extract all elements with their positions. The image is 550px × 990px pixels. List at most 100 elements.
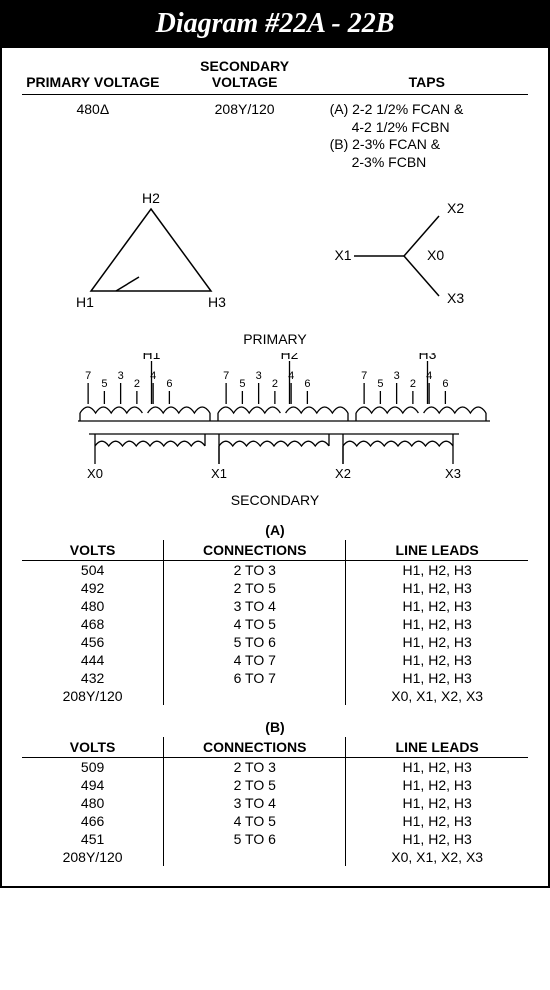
cell-l: X0, X1, X2, X3 bbox=[346, 687, 528, 705]
svg-text:X1: X1 bbox=[211, 466, 227, 481]
cell-v: 466 bbox=[22, 812, 164, 830]
label-h2: H2 bbox=[142, 190, 160, 206]
svg-text:X2: X2 bbox=[335, 466, 351, 481]
th-volts: VOLTS bbox=[22, 737, 164, 758]
cell-v: 208Y/120 bbox=[22, 687, 164, 705]
cell-v: 480 bbox=[22, 597, 164, 615]
svg-text:3: 3 bbox=[118, 370, 124, 382]
table-row: 4664 TO 5H1, H2, H3 bbox=[22, 812, 528, 830]
svg-text:5: 5 bbox=[239, 378, 245, 390]
cell-c: 3 TO 4 bbox=[164, 794, 346, 812]
table-b: VOLTS CONNECTIONS LINE LEADS 5092 TO 3H1… bbox=[22, 737, 528, 866]
table-row: 208Y/120 X0, X1, X2, X3 bbox=[22, 848, 528, 866]
cell-c: 5 TO 6 bbox=[164, 633, 346, 651]
cell-c bbox=[164, 848, 346, 866]
svg-text:3: 3 bbox=[394, 370, 400, 382]
cell-l: H1, H2, H3 bbox=[346, 651, 528, 669]
cell-l: H1, H2, H3 bbox=[346, 794, 528, 812]
cell-c: 4 TO 5 bbox=[164, 812, 346, 830]
connection-symbols: H2 H1 H3 X1 X2 X3 X0 bbox=[22, 191, 528, 321]
label-h3: H3 bbox=[208, 294, 226, 310]
label-h1: H1 bbox=[76, 294, 94, 310]
cell-c: 2 TO 3 bbox=[164, 561, 346, 580]
cell-l: H1, H2, H3 bbox=[346, 758, 528, 777]
cell-v: 208Y/120 bbox=[22, 848, 164, 866]
svg-text:7: 7 bbox=[85, 370, 91, 382]
label-x2: X2 bbox=[447, 200, 464, 216]
table-row: 5092 TO 3H1, H2, H3 bbox=[22, 758, 528, 777]
cell-c: 4 TO 7 bbox=[164, 651, 346, 669]
winding-diagram: PRIMARY H1753246H2753246H3753246 X0X1X2X… bbox=[22, 331, 528, 508]
label-primary: PRIMARY bbox=[22, 331, 528, 347]
taps-line: (A) 2-2 1/2% FCAN & bbox=[330, 101, 524, 119]
cell-v: 456 bbox=[22, 633, 164, 651]
table-a-title: (A) bbox=[22, 522, 528, 538]
cell-l: H1, H2, H3 bbox=[346, 669, 528, 687]
cell-v: 451 bbox=[22, 830, 164, 848]
hdr-secondary-voltage: SECONDARY VOLTAGE bbox=[164, 58, 326, 95]
svg-text:4: 4 bbox=[426, 370, 432, 382]
hdr-primary-voltage: PRIMARY VOLTAGE bbox=[22, 58, 164, 95]
cell-c: 2 TO 5 bbox=[164, 776, 346, 794]
cell-c: 3 TO 4 bbox=[164, 597, 346, 615]
hdr-taps: TAPS bbox=[326, 58, 528, 95]
table-row: 4565 TO 6H1, H2, H3 bbox=[22, 633, 528, 651]
val-secondary: 208Y/120 bbox=[164, 95, 326, 172]
cell-v: 480 bbox=[22, 794, 164, 812]
cell-l: H1, H2, H3 bbox=[346, 561, 528, 580]
cell-l: H1, H2, H3 bbox=[346, 597, 528, 615]
cell-v: 468 bbox=[22, 615, 164, 633]
th-line-leads: LINE LEADS bbox=[346, 540, 528, 561]
svg-text:X3: X3 bbox=[445, 466, 461, 481]
th-volts: VOLTS bbox=[22, 540, 164, 561]
voltage-header-table: PRIMARY VOLTAGE SECONDARY VOLTAGE TAPS 4… bbox=[22, 58, 528, 171]
table-a: VOLTS CONNECTIONS LINE LEADS 5042 TO 3H1… bbox=[22, 540, 528, 705]
th-line-leads: LINE LEADS bbox=[346, 737, 528, 758]
taps-line: 2-3% FCBN bbox=[330, 154, 524, 172]
cell-c: 4 TO 5 bbox=[164, 615, 346, 633]
primary-winding: H1753246H2753246H3753246 bbox=[60, 353, 490, 428]
table-row: 4444 TO 7H1, H2, H3 bbox=[22, 651, 528, 669]
svg-text:H3: H3 bbox=[419, 353, 437, 362]
th-connections: CONNECTIONS bbox=[164, 737, 346, 758]
table-row: 4326 TO 7H1, H2, H3 bbox=[22, 669, 528, 687]
table-b-title: (B) bbox=[22, 719, 528, 735]
title-bar: Diagram #22A - 22B bbox=[2, 2, 548, 48]
svg-text:H2: H2 bbox=[281, 353, 299, 362]
cell-l: X0, X1, X2, X3 bbox=[346, 848, 528, 866]
diagram-card: Diagram #22A - 22B PRIMARY VOLTAGE SECON… bbox=[0, 0, 550, 888]
svg-text:7: 7 bbox=[223, 370, 229, 382]
svg-text:5: 5 bbox=[377, 378, 383, 390]
table-row: 4803 TO 4H1, H2, H3 bbox=[22, 597, 528, 615]
svg-text:3: 3 bbox=[256, 370, 262, 382]
svg-text:6: 6 bbox=[442, 378, 448, 390]
svg-text:4: 4 bbox=[150, 370, 156, 382]
cell-c: 5 TO 6 bbox=[164, 830, 346, 848]
cell-l: H1, H2, H3 bbox=[346, 812, 528, 830]
wye-symbol: X1 X2 X3 X0 bbox=[319, 191, 489, 321]
svg-text:H1: H1 bbox=[143, 353, 161, 362]
svg-text:7: 7 bbox=[361, 370, 367, 382]
cell-v: 494 bbox=[22, 776, 164, 794]
svg-text:5: 5 bbox=[101, 378, 107, 390]
label-x1: X1 bbox=[334, 247, 351, 263]
table-row: 4803 TO 4H1, H2, H3 bbox=[22, 794, 528, 812]
cell-l: H1, H2, H3 bbox=[346, 830, 528, 848]
svg-text:X0: X0 bbox=[87, 466, 103, 481]
table-row: 4684 TO 5H1, H2, H3 bbox=[22, 615, 528, 633]
cell-v: 504 bbox=[22, 561, 164, 580]
table-row: 4942 TO 5H1, H2, H3 bbox=[22, 776, 528, 794]
table-row: 4515 TO 6H1, H2, H3 bbox=[22, 830, 528, 848]
val-primary: 480Δ bbox=[22, 95, 164, 172]
secondary-winding: X0 X1 X2 X3 bbox=[60, 428, 490, 486]
cell-l: H1, H2, H3 bbox=[346, 633, 528, 651]
table-row: 4922 TO 5H1, H2, H3 bbox=[22, 579, 528, 597]
cell-v: 432 bbox=[22, 669, 164, 687]
cell-v: 492 bbox=[22, 579, 164, 597]
svg-text:6: 6 bbox=[166, 378, 172, 390]
th-connections: CONNECTIONS bbox=[164, 540, 346, 561]
cell-l: H1, H2, H3 bbox=[346, 579, 528, 597]
table-row: 208Y/120 X0, X1, X2, X3 bbox=[22, 687, 528, 705]
table-row: 5042 TO 3H1, H2, H3 bbox=[22, 561, 528, 580]
taps-line: (B) 2-3% FCAN & bbox=[330, 136, 524, 154]
